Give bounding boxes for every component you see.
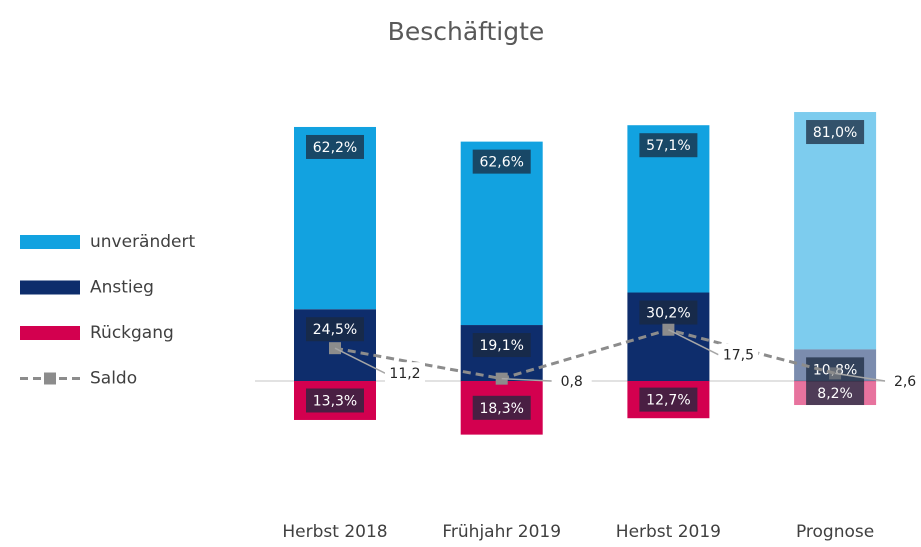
saldo-label: 17,5 [723,348,754,364]
legend-swatch-marker [44,372,56,385]
data-label: 13,3% [313,393,357,409]
x-tick-label: Frühjahr 2019 [442,522,561,542]
data-label-box [639,387,698,412]
chart-title: Beschäftigte [388,17,545,46]
data-label-box [472,149,531,174]
data-label-box [472,395,531,420]
leader-line [834,372,886,382]
data-label: 57,1% [646,138,690,154]
data-label-box [306,388,364,413]
x-tick-label: Herbst 2018 [282,522,387,542]
data-label-box [639,300,698,325]
data-label-box [639,133,698,158]
data-label-box [806,381,865,406]
data-label-box [806,120,865,145]
saldo-label-box [385,362,425,385]
data-label: 62,2% [313,140,357,156]
saldo-label: 11,2 [389,366,420,382]
saldo-label: 2,6 [894,374,916,390]
data-label: 19,1% [479,338,523,354]
saldo-label-box [885,370,921,392]
leader-line [668,329,719,356]
leader-line [334,347,386,374]
data-label: 62,6% [479,155,523,171]
legend-swatch [20,280,80,295]
legend-swatch [20,326,80,340]
x-tick-label: Prognose [796,522,874,542]
data-label: 12,7% [646,393,690,409]
data-label: 24,5% [313,322,357,338]
data-label-box [306,134,364,159]
legend-label: Rückgang [90,323,174,343]
data-label: 18,3% [479,401,523,417]
data-label-box [472,333,531,358]
legend-swatch [20,235,80,249]
legend-label: Anstieg [90,278,154,298]
saldo-label-box [718,343,759,366]
data-label-box [306,317,364,342]
bar-segment [794,112,877,350]
data-label: 30,2% [646,306,690,322]
saldo-label: 0,8 [561,374,583,390]
legend-label: unverändert [90,232,195,252]
data-label: 8,2% [817,386,853,402]
leader-line [501,377,552,382]
saldo-label-box [551,370,592,392]
x-tick-label: Herbst 2019 [616,522,721,542]
data-label: 81,0% [813,125,857,141]
legend-label: Saldo [90,369,137,389]
